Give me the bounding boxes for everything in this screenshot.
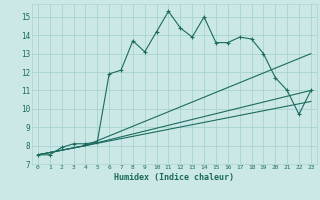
X-axis label: Humidex (Indice chaleur): Humidex (Indice chaleur) [115,173,234,182]
